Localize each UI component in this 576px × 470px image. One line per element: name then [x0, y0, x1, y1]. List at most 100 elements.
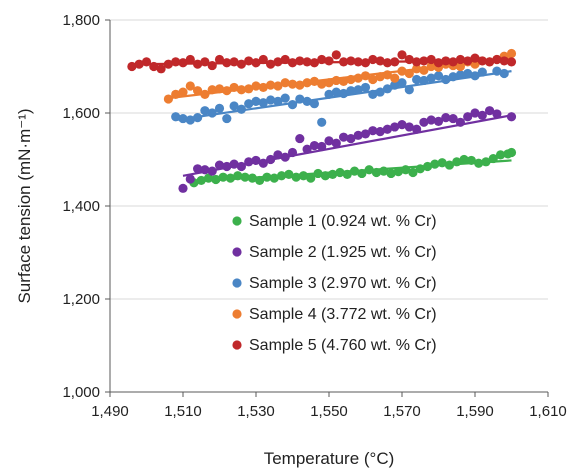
data-point [368, 126, 378, 136]
x-tick-label: 1,510 [164, 403, 202, 420]
series-2 [178, 106, 517, 193]
data-point [214, 54, 225, 65]
data-point [390, 80, 400, 90]
data-point [280, 78, 290, 88]
data-point [287, 100, 298, 110]
data-point [331, 138, 341, 148]
x-axis-title: Temperature (°C) [264, 449, 395, 468]
x-tick-label: 1,490 [91, 403, 129, 420]
data-point [495, 150, 506, 160]
legend-label: Sample 1 (0.924 wt. % Cr) [249, 213, 437, 230]
data-point [364, 165, 374, 175]
data-point [280, 93, 290, 103]
data-point [401, 165, 411, 175]
data-point [441, 74, 451, 85]
data-point [313, 168, 323, 179]
data-point [404, 68, 414, 79]
data-point [171, 57, 181, 67]
data-point [309, 99, 319, 109]
x-tick-label: 1,550 [310, 403, 348, 420]
data-point [474, 158, 484, 168]
data-point [455, 117, 465, 127]
data-point [412, 74, 422, 85]
data-point [287, 79, 298, 89]
data-point [320, 171, 330, 181]
data-point [455, 70, 465, 80]
y-axis-title: Surface tension (mN·m⁻¹) [15, 108, 34, 303]
y-tick-label: 1,000 [62, 384, 100, 401]
data-point [353, 130, 363, 140]
data-point [353, 57, 363, 67]
data-point [324, 136, 334, 146]
data-point [368, 74, 378, 85]
data-point [163, 94, 173, 104]
data-point [244, 56, 254, 66]
data-point [178, 113, 188, 124]
data-point [506, 147, 517, 158]
data-point [251, 155, 261, 166]
data-point [185, 115, 195, 125]
data-point [276, 171, 287, 181]
data-point [222, 161, 232, 172]
y-tick-label: 1,200 [62, 291, 100, 308]
data-point [441, 56, 451, 66]
data-point [258, 54, 268, 65]
data-point [346, 74, 356, 85]
data-point [134, 59, 144, 69]
data-point [404, 85, 414, 95]
data-point [141, 57, 152, 67]
data-point [255, 175, 265, 186]
data-point [375, 127, 385, 137]
data-point [448, 57, 458, 67]
data-point [236, 161, 246, 172]
legend-label: Sample 5 (4.760 wt. % Cr) [249, 337, 437, 354]
data-point [244, 84, 254, 94]
data-point [171, 89, 181, 99]
data-point [302, 57, 312, 67]
data-point [222, 58, 232, 68]
data-point [470, 53, 480, 63]
legend-label: Sample 2 (1.925 wt. % Cr) [249, 244, 437, 261]
data-point [368, 54, 378, 65]
data-point [360, 82, 371, 93]
data-point [251, 58, 261, 68]
data-point [163, 59, 173, 69]
data-point [397, 50, 407, 60]
data-point [229, 101, 239, 111]
data-point [466, 155, 476, 166]
data-point [408, 167, 418, 178]
data-point [207, 166, 217, 176]
data-point [477, 110, 487, 120]
data-point [426, 115, 436, 125]
data-point [455, 54, 465, 65]
data-point [247, 173, 257, 183]
data-point [346, 56, 356, 66]
data-point [349, 166, 360, 176]
data-point [295, 56, 305, 66]
gridlines [110, 19, 548, 300]
data-point [258, 98, 268, 108]
data-point [463, 56, 473, 66]
data-point [331, 50, 341, 60]
series-3 [171, 66, 512, 127]
data-point [382, 84, 392, 94]
data-point [262, 172, 272, 182]
data-point [353, 85, 363, 95]
data-point [419, 75, 429, 86]
data-point [346, 86, 356, 96]
x-tick-label: 1,530 [237, 403, 275, 420]
data-point [280, 54, 290, 65]
data-point [470, 108, 480, 118]
data-point [339, 88, 349, 99]
data-point [397, 66, 407, 76]
data-point [426, 54, 436, 65]
data-point [324, 56, 334, 66]
data-point [331, 75, 341, 86]
plot-area [127, 48, 517, 193]
data-point [273, 150, 283, 160]
data-point [266, 59, 276, 69]
data-point [240, 172, 250, 182]
data-point [178, 183, 188, 193]
data-point [485, 57, 495, 67]
data-point [185, 174, 195, 184]
